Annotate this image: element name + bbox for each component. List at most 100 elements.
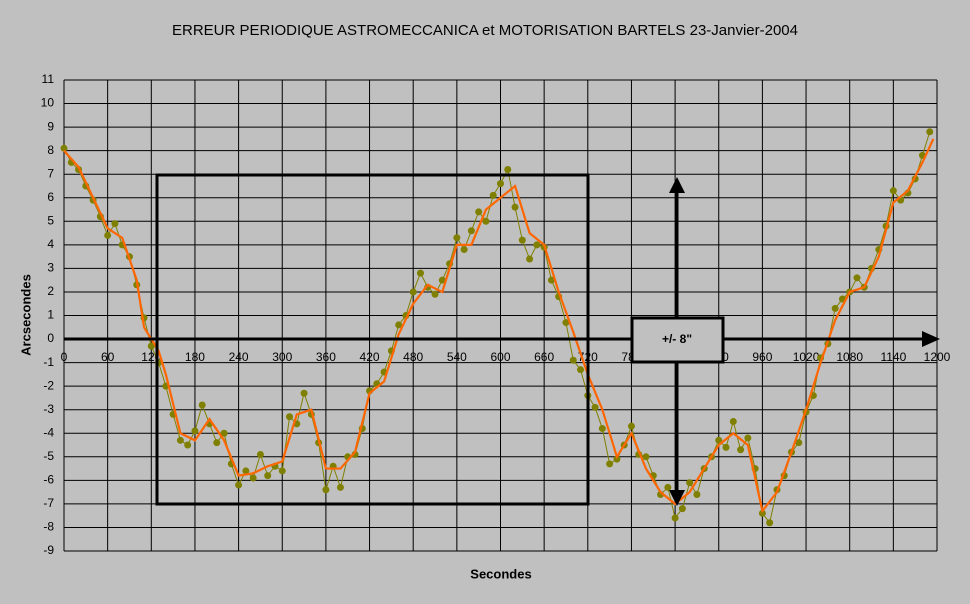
data-point bbox=[729, 417, 737, 425]
data-point bbox=[475, 208, 483, 216]
y-axis-title: Arcsecondes bbox=[18, 274, 33, 356]
plot bbox=[60, 128, 935, 527]
x-tick-label: 360 bbox=[316, 350, 336, 364]
data-point bbox=[613, 455, 621, 463]
data-point bbox=[497, 180, 504, 188]
annotation-text: +/- 8" bbox=[662, 332, 692, 346]
y-tick-label: -6 bbox=[43, 473, 54, 487]
x-tick-label: 300 bbox=[272, 350, 292, 364]
data-point bbox=[795, 439, 803, 447]
x-tick-label: 660 bbox=[534, 350, 554, 364]
y-tick-label: 11 bbox=[42, 72, 55, 86]
data-point bbox=[147, 342, 155, 350]
x-tick-label: 1080 bbox=[836, 350, 863, 364]
data-point bbox=[591, 403, 599, 411]
data-point bbox=[744, 434, 752, 442]
data-point bbox=[395, 321, 403, 329]
data-point bbox=[416, 269, 424, 277]
data-point bbox=[606, 460, 614, 468]
y-tick-label: -8 bbox=[43, 520, 54, 534]
y-tick-label: 3 bbox=[47, 261, 54, 275]
y-tick-label: -3 bbox=[43, 402, 54, 416]
series-line bbox=[63, 131, 931, 524]
data-point bbox=[286, 413, 294, 421]
data-point bbox=[511, 203, 519, 211]
y-tick-label: 1 bbox=[47, 308, 54, 322]
x-tick-label: 480 bbox=[403, 350, 423, 364]
data-point bbox=[467, 227, 475, 235]
x-tick-label: 180 bbox=[185, 350, 205, 364]
series-line bbox=[63, 138, 935, 514]
y-tick-label: 4 bbox=[47, 237, 54, 251]
data-point bbox=[569, 356, 577, 364]
data-point bbox=[235, 481, 243, 489]
data-point bbox=[562, 319, 570, 327]
y-tick-label: 2 bbox=[47, 284, 54, 298]
data-point bbox=[264, 472, 272, 480]
data-point bbox=[322, 486, 330, 494]
data-point bbox=[60, 144, 68, 152]
y-tick-label: -7 bbox=[43, 496, 54, 510]
data-point bbox=[504, 165, 512, 173]
data-point bbox=[249, 474, 257, 482]
y-tick-label: 0 bbox=[47, 331, 54, 345]
x-tick-label: 960 bbox=[752, 350, 772, 364]
data-point bbox=[460, 246, 468, 254]
y-tick-label: 7 bbox=[47, 166, 54, 180]
data-point bbox=[722, 443, 730, 451]
x-tick-label: 420 bbox=[360, 350, 380, 364]
data-point bbox=[664, 483, 672, 491]
chart-title: ERREUR PERIODIQUE ASTROMECCANICA et MOTO… bbox=[172, 22, 798, 39]
annotation-box bbox=[630, 316, 725, 364]
data-point bbox=[198, 401, 206, 409]
data-point bbox=[693, 490, 701, 498]
y-tick-label: -9 bbox=[43, 543, 54, 557]
data-point bbox=[926, 128, 934, 136]
data-point bbox=[191, 427, 199, 435]
data-point bbox=[409, 288, 417, 296]
x-tick-label: 1140 bbox=[880, 350, 906, 364]
axis-arrow bbox=[922, 331, 940, 347]
data-point bbox=[547, 276, 555, 284]
data-point bbox=[831, 304, 839, 312]
data-point bbox=[300, 389, 308, 397]
x-tick-label: 600 bbox=[490, 350, 510, 364]
y-tick-label: 5 bbox=[47, 213, 54, 227]
x-tick-label: 1020 bbox=[793, 350, 820, 364]
data-point bbox=[627, 422, 635, 430]
data-point bbox=[256, 450, 264, 458]
data-point bbox=[715, 436, 723, 444]
data-point bbox=[766, 519, 774, 527]
annotations: +/- 8" bbox=[64, 173, 940, 506]
data-point bbox=[526, 255, 534, 263]
y-tick-label: -1 bbox=[43, 355, 54, 369]
data-point bbox=[111, 220, 119, 228]
y-tick-label: 10 bbox=[41, 96, 55, 110]
data-point bbox=[213, 439, 221, 447]
data-point bbox=[242, 467, 250, 475]
data-point bbox=[598, 425, 606, 433]
data-point bbox=[176, 436, 184, 444]
y-tick-label: -4 bbox=[43, 425, 54, 439]
data-point bbox=[737, 446, 745, 454]
x-tick-label: 60 bbox=[101, 350, 115, 364]
data-point bbox=[489, 191, 497, 199]
y-tick-label: -5 bbox=[43, 449, 54, 463]
y-tick-label: 6 bbox=[47, 190, 54, 204]
data-point bbox=[758, 509, 766, 517]
data-point bbox=[431, 290, 439, 298]
data-point bbox=[104, 231, 112, 239]
data-point bbox=[678, 505, 686, 513]
data-point bbox=[853, 274, 861, 282]
arrow-head bbox=[669, 490, 685, 506]
data-point bbox=[577, 366, 585, 374]
data-point bbox=[220, 429, 228, 437]
y-tick-label: 9 bbox=[47, 119, 54, 133]
data-point bbox=[278, 467, 286, 475]
y-tick-label: 8 bbox=[47, 143, 54, 157]
x-tick-label: 1200 bbox=[924, 350, 951, 364]
arrow-head bbox=[669, 177, 685, 193]
data-point bbox=[184, 441, 192, 449]
grid: -9-8-7-6-5-4-3-2-10123456789101106012018… bbox=[41, 72, 951, 557]
